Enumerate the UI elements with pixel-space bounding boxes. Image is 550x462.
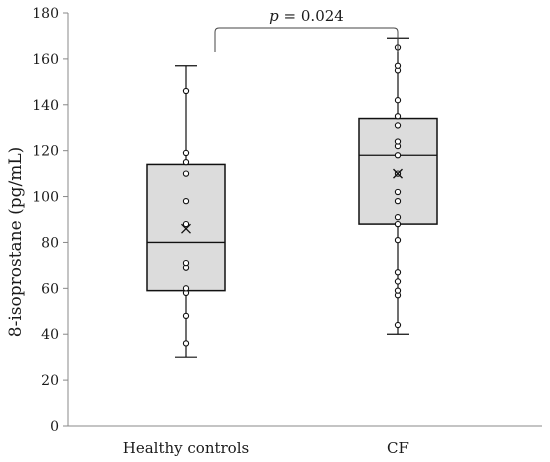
data-point [182,197,190,205]
box-group [146,65,226,358]
y-tick-label: 0 [50,419,59,435]
data-point [182,259,190,267]
data-point [182,87,190,95]
mean-marker [393,168,403,179]
data-point [182,340,190,347]
y-axis-title: 8-isoprostane (pg/mL) [6,147,26,337]
data-point [394,278,402,285]
y-tick-label: 100 [32,190,59,206]
data-point [182,312,190,320]
data-point [394,197,402,205]
significance-label: p = 0.024 [269,7,344,25]
significance-bracket: p = 0.024 [214,7,399,52]
y-tick-label: 180 [32,6,59,22]
mean-marker [181,223,191,234]
mean-marker-stroke [181,223,191,234]
data-point [394,214,402,221]
data-point [394,138,402,145]
x-category-label: Healthy controls [123,439,249,457]
data-point [394,113,402,120]
y-axis: 0 20 40 60 80 100 120 140 160 180 [32,6,69,435]
data-point [394,321,402,329]
mean-marker-stroke [393,168,403,179]
data-point [394,220,402,228]
y-tick-label: 40 [41,327,59,343]
data-point [182,158,190,166]
x-axis: Healthy controls CF [68,425,542,457]
box-group [358,37,438,335]
box-series [146,37,438,358]
y-tick-label: 120 [32,144,59,160]
data-point [394,97,402,104]
data-point [394,236,402,244]
y-tick-label: 160 [32,52,59,68]
data-point [394,287,402,294]
data-point [394,122,402,129]
data-point [182,285,190,292]
data-point [182,220,190,228]
data-point [182,149,190,157]
y-tick-label: 140 [32,98,59,114]
data-point [394,188,402,196]
data-point [394,269,402,276]
data-point [394,152,402,159]
p-symbol: p [269,7,279,25]
significance-bracket-line [214,27,399,52]
iqr-box [146,163,226,292]
data-point [182,170,190,177]
y-tick-label: 80 [41,235,59,251]
data-point [394,62,402,69]
p-value: = 0.024 [279,7,344,25]
x-category-label: CF [387,439,409,457]
y-tick-label: 20 [41,373,59,389]
y-tick-label: 60 [41,281,59,297]
